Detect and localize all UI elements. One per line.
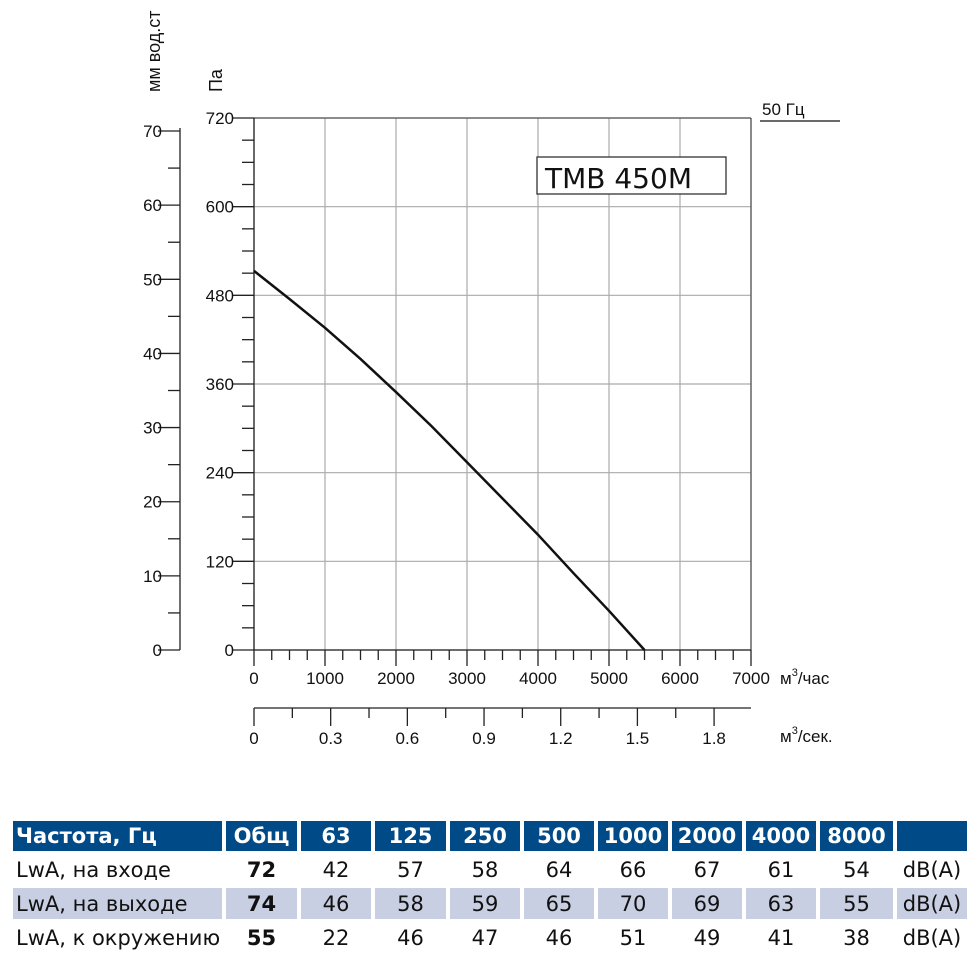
cell: 42 — [322, 857, 350, 882]
cell: 41 — [767, 925, 795, 950]
header-125: 125 — [375, 821, 446, 851]
x2-tick-label: 0.3 — [319, 729, 343, 748]
fan-curve-chart: TMB 450M 50 Гц Па мм вод.ст м3/час м3/се… — [143, 11, 840, 748]
cell: 65 — [524, 888, 594, 919]
y-tick-label: 120 — [206, 552, 234, 571]
model-label-box — [536, 156, 727, 195]
table-row: LwA, на выходе 74 46 58 59 65 70 69 63 5… — [13, 888, 967, 919]
cell: 67 — [693, 857, 721, 882]
y2-tick-label: 70 — [143, 122, 162, 141]
row-label: LwA, на входе — [16, 857, 171, 882]
x2-tick-label: 1.2 — [549, 729, 573, 748]
x-tick-label: 2000 — [377, 669, 415, 688]
x-tick-label: 1000 — [306, 669, 344, 688]
cell: 46 — [397, 925, 424, 950]
table-row: LwA, к окружению 55 22 46 47 46 51 49 41… — [13, 922, 967, 953]
cell: 49 — [693, 925, 721, 950]
fan-curve-series — [253, 269, 646, 651]
header-unit — [897, 821, 967, 851]
header-250: 250 — [450, 821, 520, 851]
cell: 58 — [471, 857, 499, 882]
y2-tick-label: 0 — [153, 641, 162, 660]
x2-tick-label: 0.9 — [472, 729, 496, 748]
cell: 38 — [843, 925, 870, 950]
y2-axis-label: мм вод.ст — [144, 11, 164, 92]
header-frequency: Частота, Гц — [13, 821, 222, 851]
x-axis-label: м3/час — [780, 667, 830, 688]
header-4000: 4000 — [746, 821, 816, 851]
y-tick-label: 240 — [206, 464, 234, 483]
cell: 46 — [301, 888, 371, 919]
cell: 66 — [619, 857, 647, 882]
y2-tick-label: 20 — [143, 493, 162, 512]
row-label: LwA, к окружению — [16, 925, 221, 950]
row-total: 74 — [226, 888, 297, 919]
row-label: LwA, на выходе — [13, 888, 222, 919]
cell: 70 — [598, 888, 668, 919]
y2-tick-label: 40 — [143, 344, 162, 363]
y-tick-label: 720 — [206, 109, 234, 128]
header-63: 63 — [301, 821, 371, 851]
x-tick-label: 3000 — [448, 669, 486, 688]
header-2000: 2000 — [672, 821, 742, 851]
header-500: 500 — [524, 821, 594, 851]
header-1000: 1000 — [598, 821, 668, 851]
cell: 54 — [843, 857, 870, 882]
row-unit: dB(A) — [897, 888, 967, 919]
y-tick-label: 360 — [206, 375, 234, 394]
cell: 51 — [619, 925, 647, 950]
table-row: LwA, на входе 72 42 57 58 64 66 67 61 54… — [13, 854, 967, 885]
sound-power-table: Частота, Гц Общ 63 125 250 500 1000 2000… — [9, 818, 971, 956]
cell: 58 — [375, 888, 446, 919]
cell: 46 — [545, 925, 573, 950]
cell: 55 — [820, 888, 893, 919]
y-tick-label: 600 — [206, 198, 234, 217]
cell: 63 — [746, 888, 816, 919]
row-unit: dB(A) — [902, 925, 962, 950]
axes — [158, 117, 752, 726]
y-axis-label: Па — [206, 68, 226, 92]
cell: 59 — [450, 888, 520, 919]
chart-title: TMB 450M — [544, 162, 692, 195]
header-8000: 8000 — [820, 821, 893, 851]
y-tick-label: 480 — [206, 286, 234, 305]
cell: 47 — [471, 925, 499, 950]
x-tick-label: 0 — [249, 669, 258, 688]
cell: 64 — [545, 857, 573, 882]
row-total: 55 — [246, 925, 277, 950]
x2-tick-label: 0.6 — [396, 729, 420, 748]
y2-tick-label: 50 — [143, 270, 162, 289]
grid — [253, 117, 752, 651]
cell: 22 — [322, 925, 350, 950]
y2-tick-label: 30 — [143, 419, 162, 438]
x2-tick-label: 0 — [249, 729, 258, 748]
x-tick-label: 7000 — [732, 669, 770, 688]
header-total: Общ — [226, 821, 297, 851]
x-tick-label: 5000 — [590, 669, 628, 688]
cell: 61 — [767, 857, 795, 882]
x2-tick-label: 1.8 — [702, 729, 726, 748]
y2-tick-label: 10 — [143, 567, 162, 586]
x-tick-label: 4000 — [519, 669, 557, 688]
y-tick-label: 0 — [225, 641, 234, 660]
y2-tick-label: 60 — [143, 196, 162, 215]
row-total: 72 — [246, 857, 277, 882]
row-unit: dB(A) — [902, 857, 962, 882]
x2-tick-label: 1.5 — [626, 729, 650, 748]
x2-axis-label: м3/сек. — [780, 725, 833, 746]
cell: 69 — [672, 888, 742, 919]
table-header-row: Частота, Гц Общ 63 125 250 500 1000 2000… — [13, 821, 967, 851]
cell: 57 — [397, 857, 424, 882]
frequency-label: 50 Гц — [762, 100, 805, 119]
x-tick-label: 6000 — [661, 669, 699, 688]
